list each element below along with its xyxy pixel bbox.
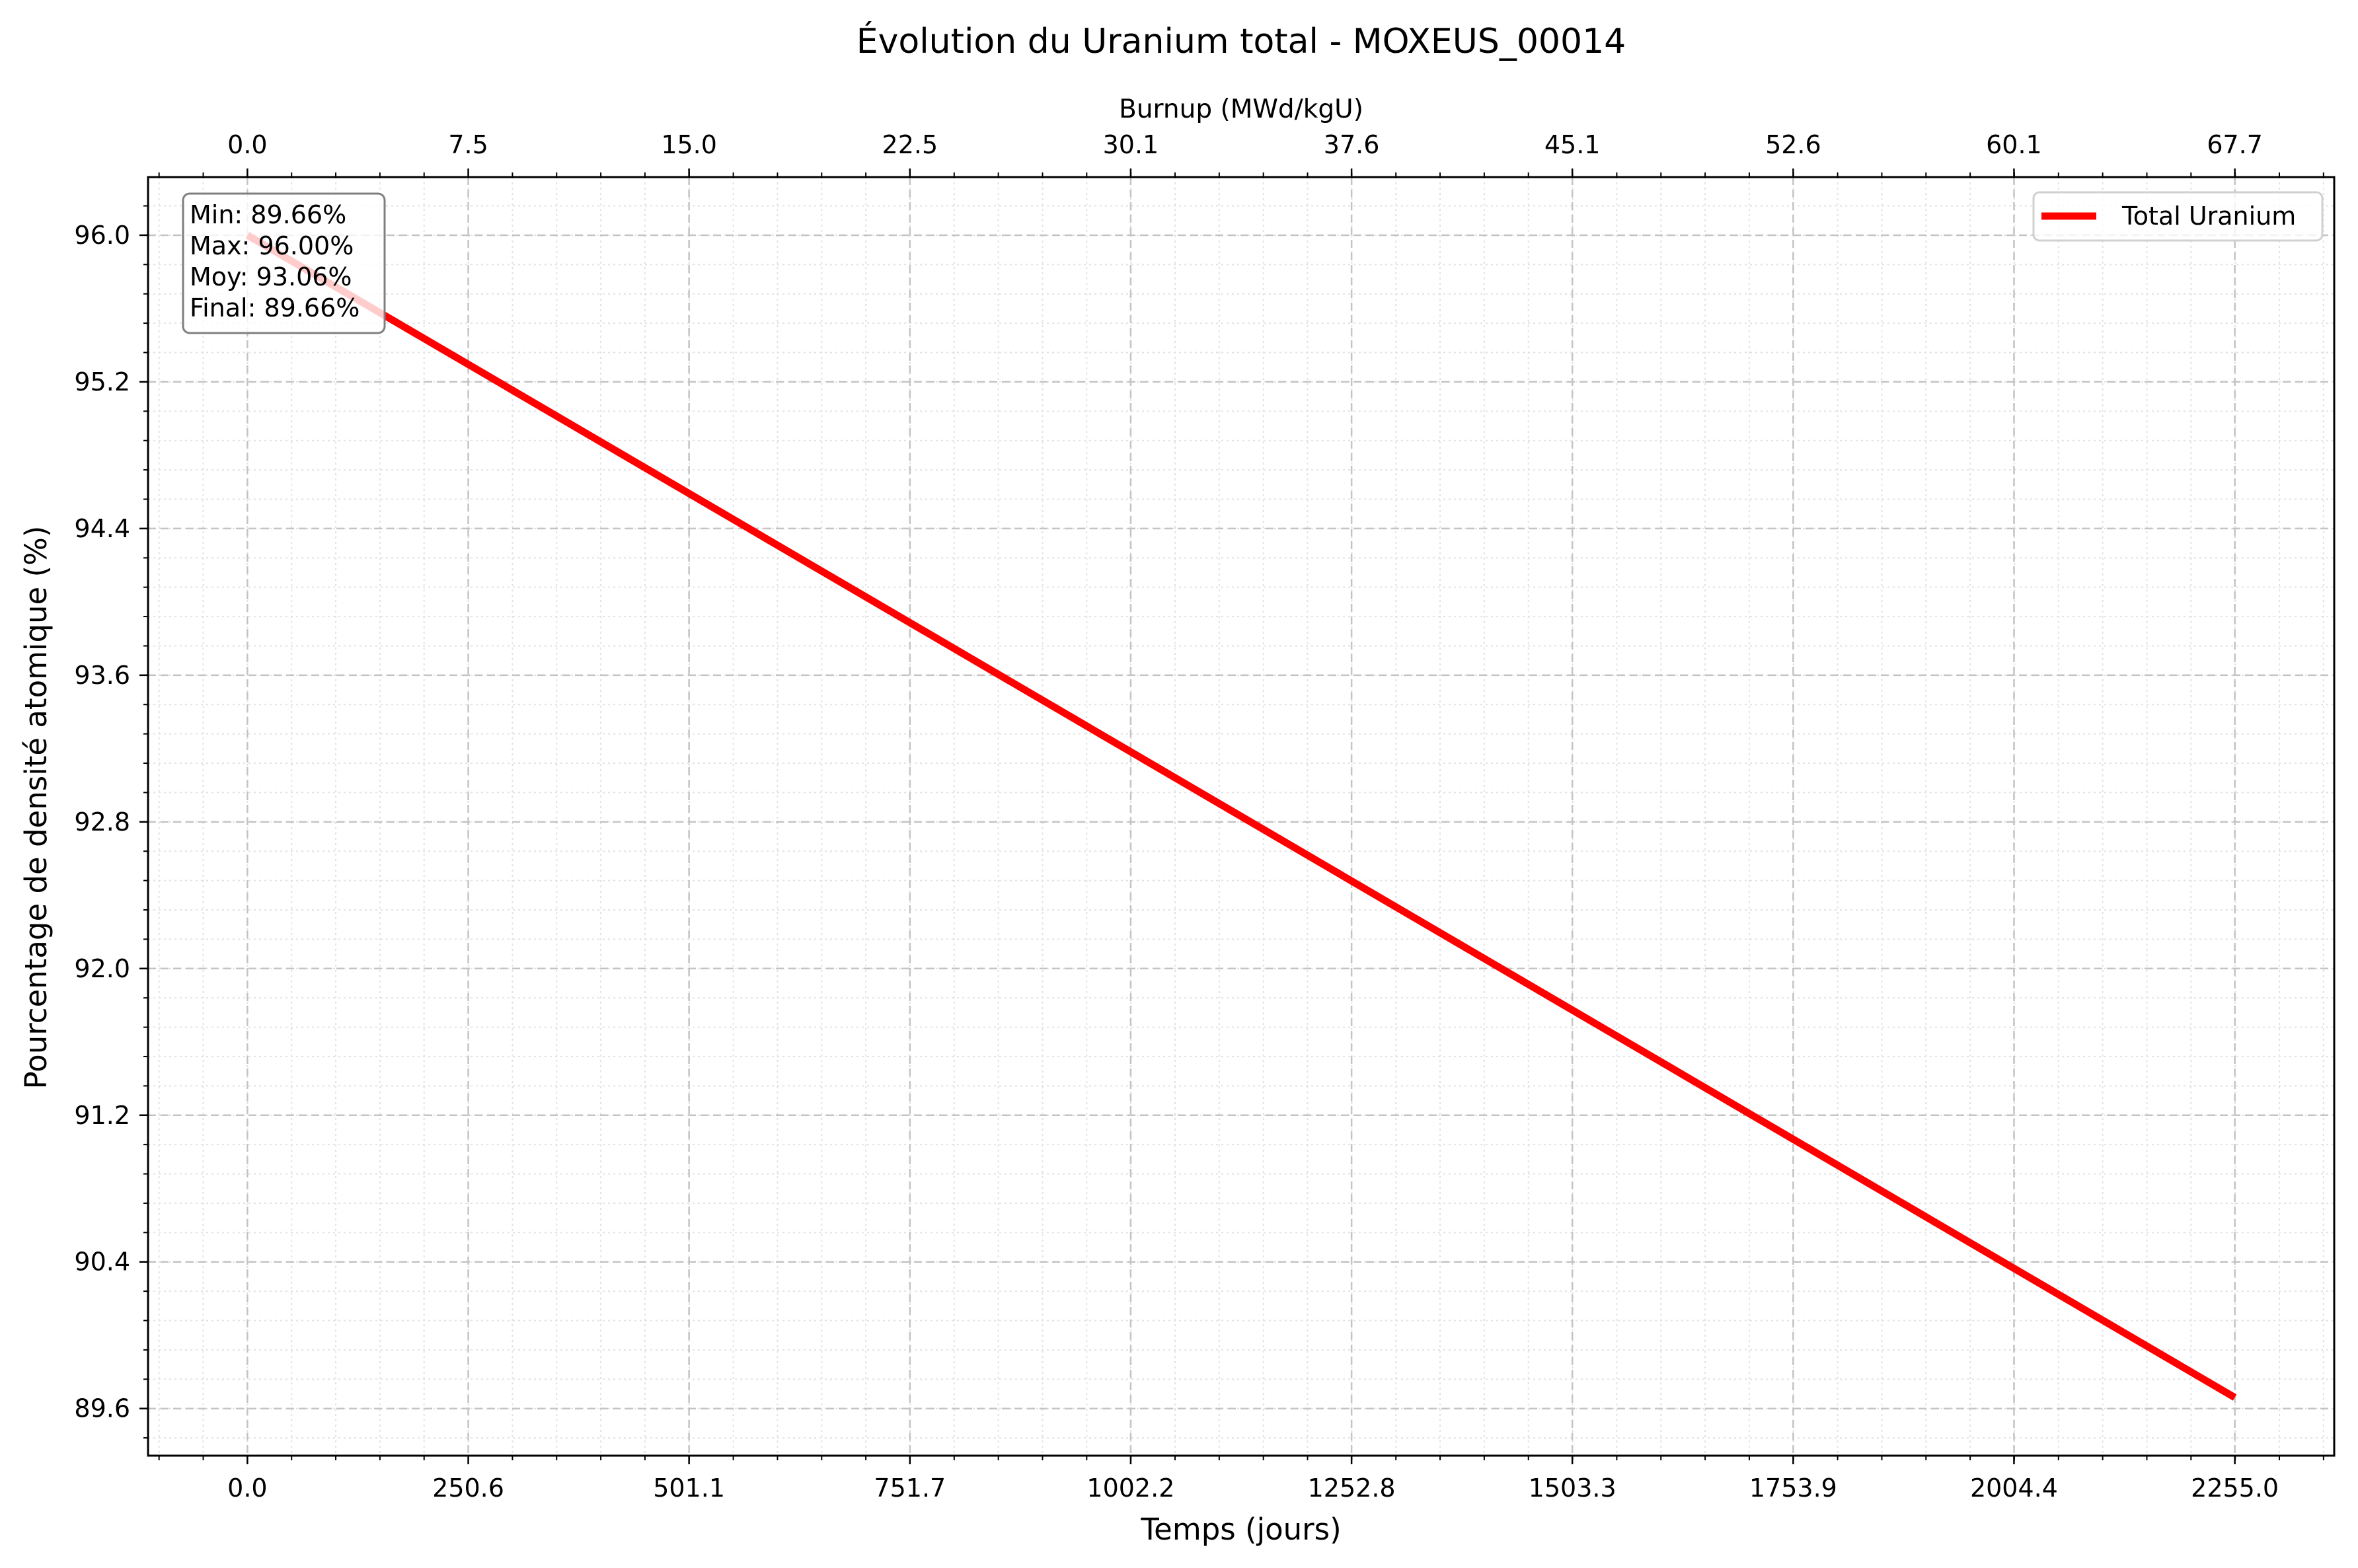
y-tick-label: 93.6: [74, 661, 130, 690]
x2-tick-label: 67.7: [2207, 130, 2263, 159]
y-tick-label: 90.4: [74, 1248, 130, 1277]
x-axis-label: Temps (jours): [1140, 1512, 1341, 1547]
y-tick-label: 95.2: [74, 367, 130, 396]
x-tick-label: 250.6: [432, 1474, 504, 1503]
x2-tick-label: 30.1: [1103, 130, 1159, 159]
x2-tick-label: 52.6: [1765, 130, 1821, 159]
x-tick-label: 501.1: [653, 1474, 725, 1503]
legend: Total Uranium: [2032, 191, 2324, 242]
y-tick-label: 92.8: [74, 807, 130, 837]
minor-grid: [148, 177, 2334, 1456]
stats-box: Min: 89.66%Max: 96.00%Moy: 93.06%Final: …: [182, 192, 386, 334]
x-tick-label: 1252.8: [1308, 1474, 1396, 1503]
y-tick-label: 96.0: [74, 221, 130, 250]
major-grid: [148, 177, 2334, 1456]
axes: [147, 176, 2336, 1457]
chart-title: Évolution du Uranium total - MOXEUS_0001…: [856, 21, 1626, 61]
series-line-total-uranium: [245, 232, 2237, 1401]
y-tick-label: 91.2: [74, 1101, 130, 1130]
y-tick-label: 89.6: [74, 1394, 130, 1423]
x2-tick-label: 45.1: [1544, 130, 1601, 159]
x-tick-label: 2004.4: [1970, 1474, 2058, 1503]
x-tick-label: 751.7: [874, 1474, 946, 1503]
top-axis-label: Burnup (MWd/kgU): [1119, 94, 1363, 124]
x2-tick-label: 60.1: [1986, 130, 2042, 159]
stats-box-frame: [182, 192, 386, 334]
stats-line: Min: 89.66%: [190, 200, 346, 229]
x2-tick-label: 7.5: [448, 130, 488, 159]
x-tick-label: 0.0: [227, 1474, 267, 1503]
x-tick-label: 1753.9: [1749, 1474, 1837, 1503]
x2-tick-label: 15.0: [661, 130, 717, 159]
legend-label: Total Uranium: [2121, 202, 2296, 231]
stats-line: Final: 89.66%: [190, 293, 360, 322]
y-axis-label: Pourcentage de densité atomique (%): [19, 526, 54, 1090]
x-tick-label: 1503.3: [1529, 1474, 1616, 1503]
y-tick-label: 92.0: [74, 954, 130, 983]
x2-tick-label: 0.0: [227, 130, 267, 159]
x-tick-label: 1002.2: [1086, 1474, 1174, 1503]
series-layer: [245, 232, 2237, 1401]
stats-line: Max: 96.00%: [190, 231, 354, 260]
y-tick-label: 94.4: [74, 514, 130, 543]
legend-frame: [2032, 191, 2324, 242]
x2-tick-label: 22.5: [882, 130, 938, 159]
plot-frame: [147, 176, 2336, 1457]
stats-line: Moy: 93.06%: [190, 262, 352, 291]
x2-tick-label: 37.6: [1324, 130, 1380, 159]
ticks: 0.0 0.0 250.6 7.5 501.1 15.0 751.7 22.5 1002.2 30…: [74, 130, 2324, 1503]
x-tick-label: 2255.0: [2191, 1474, 2279, 1503]
